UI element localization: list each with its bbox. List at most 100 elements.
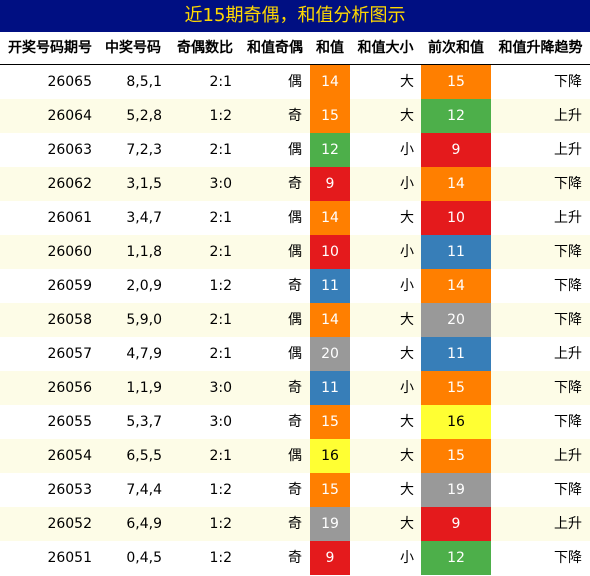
- sum-cell: 9: [310, 541, 350, 575]
- parity-cell: 奇: [288, 550, 302, 566]
- numbers-cell: 3,4,7: [126, 210, 162, 226]
- sum-cell: 15: [310, 99, 350, 133]
- prev-sum-cell: 19: [421, 473, 491, 507]
- parity-cell: 偶: [288, 210, 302, 226]
- issue-cell: 26053: [47, 482, 92, 498]
- trend-cell: 下降: [554, 176, 582, 192]
- parity-cell: 奇: [288, 176, 302, 192]
- ratio-cell: 1:2: [209, 278, 232, 294]
- parity-cell: 奇: [288, 482, 302, 498]
- sum-cell: 10: [310, 235, 350, 269]
- parity-cell: 奇: [288, 108, 302, 124]
- numbers-cell: 0,4,5: [126, 550, 162, 566]
- ratio-cell: 3:0: [209, 380, 232, 396]
- ratio-cell: 2:1: [209, 142, 232, 158]
- issue-cell: 26065: [47, 74, 92, 90]
- trend-cell: 下降: [554, 278, 582, 294]
- parity-cell: 奇: [288, 516, 302, 532]
- size-cell: 大: [400, 74, 414, 90]
- header-sum: 和值: [316, 40, 344, 56]
- numbers-cell: 1,1,9: [126, 380, 162, 396]
- trend-cell: 下降: [554, 482, 582, 498]
- trend-cell: 下降: [554, 74, 582, 90]
- ratio-cell: 2:1: [209, 312, 232, 328]
- trend-cell: 下降: [554, 380, 582, 396]
- issue-cell: 26064: [47, 108, 92, 124]
- prev-sum-cell: 15: [421, 65, 491, 99]
- numbers-cell: 2,0,9: [126, 278, 162, 294]
- size-cell: 大: [400, 448, 414, 464]
- parity-cell: 偶: [288, 312, 302, 328]
- prev-sum-cell: 14: [421, 167, 491, 201]
- numbers-cell: 4,7,9: [126, 346, 162, 362]
- sum-cell: 19: [310, 507, 350, 541]
- issue-cell: 26059: [47, 278, 92, 294]
- size-cell: 小: [400, 278, 414, 294]
- issue-cell: 26061: [47, 210, 92, 226]
- trend-cell: 下降: [554, 550, 582, 566]
- header-size: 和值大小: [357, 40, 414, 56]
- header-numbers: 中奖号码: [105, 40, 161, 56]
- numbers-cell: 6,4,9: [126, 516, 162, 532]
- ratio-cell: 2:1: [209, 448, 232, 464]
- table-row: 26053 7,4,4 1:2 奇 15 大 19 下降: [0, 473, 590, 507]
- parity-cell: 奇: [288, 414, 302, 430]
- size-cell: 大: [400, 312, 414, 328]
- sum-cell: 11: [310, 371, 350, 405]
- issue-cell: 26062: [47, 176, 92, 192]
- sum-cell: 14: [310, 201, 350, 235]
- issue-cell: 26063: [47, 142, 92, 158]
- ratio-cell: 3:0: [209, 414, 232, 430]
- header-ratio: 奇偶数比: [177, 40, 233, 56]
- prev-sum-cell: 9: [421, 507, 491, 541]
- ratio-cell: 1:2: [209, 516, 232, 532]
- numbers-cell: 1,1,8: [126, 244, 162, 260]
- sum-cell: 14: [310, 303, 350, 337]
- table-row: 26056 1,1,9 3:0 奇 11 小 15 下降: [0, 371, 590, 405]
- page-title: 近15期奇偶，和值分析图示: [0, 0, 590, 32]
- prev-sum-cell: 20: [421, 303, 491, 337]
- prev-sum-cell: 12: [421, 541, 491, 575]
- sum-cell: 15: [310, 473, 350, 507]
- trend-cell: 上升: [554, 142, 582, 158]
- size-cell: 大: [400, 482, 414, 498]
- table-row: 26062 3,1,5 3:0 奇 9 小 14 下降: [0, 167, 590, 201]
- trend-cell: 上升: [554, 210, 582, 226]
- issue-cell: 26058: [47, 312, 92, 328]
- issue-cell: 26057: [47, 346, 92, 362]
- ratio-cell: 2:1: [209, 74, 232, 90]
- sum-cell: 20: [310, 337, 350, 371]
- ratio-cell: 1:2: [209, 108, 232, 124]
- ratio-cell: 1:2: [209, 482, 232, 498]
- size-cell: 小: [400, 176, 414, 192]
- sum-cell: 15: [310, 405, 350, 439]
- header-prev-sum: 前次和值: [428, 40, 484, 56]
- table-row: 26059 2,0,9 1:2 奇 11 小 14 下降: [0, 269, 590, 303]
- ratio-cell: 2:1: [209, 244, 232, 260]
- issue-cell: 26052: [47, 516, 92, 532]
- table-row: 26057 4,7,9 2:1 偶 20 大 11 上升: [0, 337, 590, 371]
- table-row: 26054 6,5,5 2:1 偶 16 大 15 上升: [0, 439, 590, 473]
- prev-sum-cell: 15: [421, 439, 491, 473]
- sum-cell: 9: [310, 167, 350, 201]
- trend-cell: 下降: [554, 244, 582, 260]
- issue-cell: 26054: [47, 448, 92, 464]
- numbers-cell: 5,3,7: [126, 414, 162, 430]
- numbers-cell: 8,5,1: [126, 74, 162, 90]
- numbers-cell: 3,1,5: [126, 176, 162, 192]
- trend-cell: 上升: [554, 448, 582, 464]
- table-row: 26052 6,4,9 1:2 奇 19 大 9 上升: [0, 507, 590, 541]
- issue-cell: 26055: [47, 414, 92, 430]
- trend-cell: 上升: [554, 516, 582, 532]
- numbers-cell: 5,2,8: [126, 108, 162, 124]
- table-row: 26058 5,9,0 2:1 偶 14 大 20 下降: [0, 303, 590, 337]
- trend-cell: 下降: [554, 312, 582, 328]
- trend-cell: 上升: [554, 108, 582, 124]
- table-row: 26065 8,5,1 2:1 偶 14 大 15 下降: [0, 65, 590, 99]
- prev-sum-cell: 14: [421, 269, 491, 303]
- parity-cell: 奇: [288, 278, 302, 294]
- table-row: 26064 5,2,8 1:2 奇 15 大 12 上升: [0, 99, 590, 133]
- numbers-cell: 7,2,3: [126, 142, 162, 158]
- numbers-cell: 5,9,0: [126, 312, 162, 328]
- size-cell: 大: [400, 108, 414, 124]
